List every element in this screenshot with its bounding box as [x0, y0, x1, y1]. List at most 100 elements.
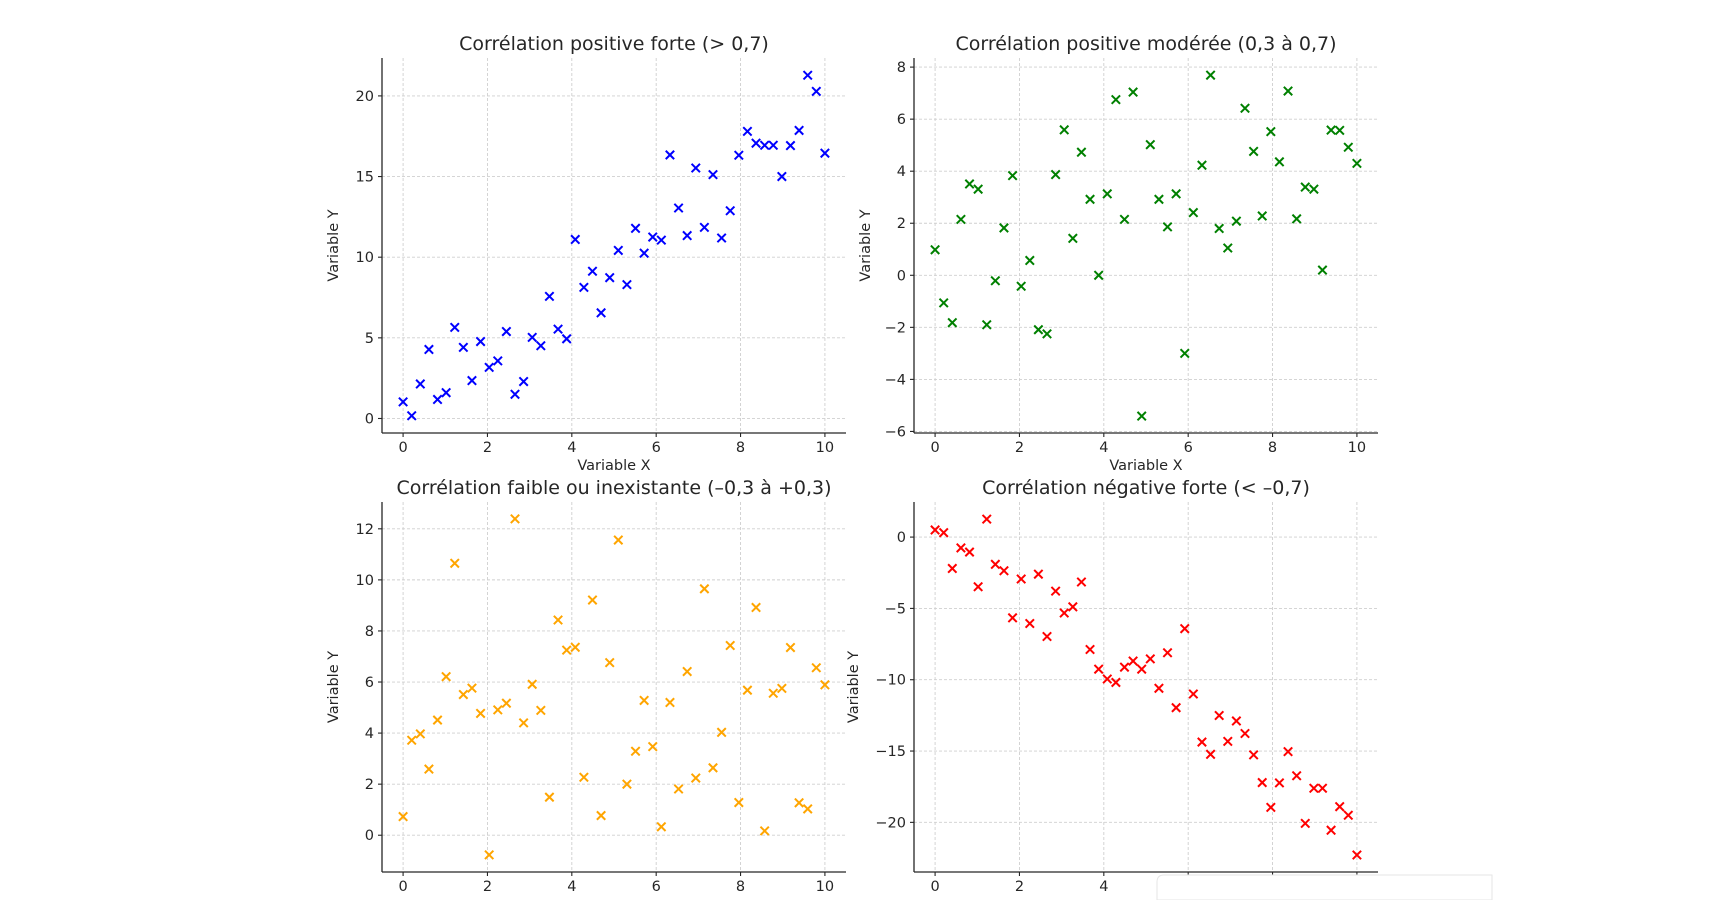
- data-point: [956, 543, 966, 553]
- data-point: [1222, 736, 1233, 747]
- y-tick-label: −10: [875, 673, 906, 689]
- data-point: [475, 708, 486, 719]
- data-point: [1145, 653, 1156, 664]
- data-point: [1110, 94, 1121, 105]
- data-point: [647, 232, 658, 242]
- subplot-2: 0 2 4 6 8 10 −6 −4 −2 0 2 4 6 8 Corrélation positive m…: [858, 33, 1378, 474]
- x-tick-label: 0: [398, 440, 407, 456]
- data-point: [1076, 577, 1087, 587]
- data-point: [527, 679, 538, 690]
- data-point: [1093, 270, 1104, 281]
- data-point: [673, 784, 684, 794]
- data-point: [1102, 674, 1113, 684]
- data-point: [406, 735, 417, 746]
- x-tick-label: 2: [1015, 440, 1024, 456]
- data-point: [492, 355, 503, 366]
- data-point: [938, 527, 949, 538]
- data-point: [1197, 160, 1207, 171]
- data-point: [1257, 211, 1268, 221]
- data-point: [1205, 749, 1216, 760]
- data-point: [776, 171, 787, 182]
- data-point: [1326, 825, 1336, 836]
- overlay-panel: [1156, 874, 1493, 900]
- data-point: [1136, 411, 1147, 421]
- data-point: [725, 205, 736, 216]
- data-point: [458, 342, 469, 353]
- data-point: [973, 184, 984, 195]
- data-point: [1067, 601, 1078, 612]
- data-point: [467, 375, 477, 386]
- data-point: [1085, 644, 1095, 655]
- data-point: [1171, 702, 1182, 713]
- y-tick-label: −2: [885, 320, 906, 336]
- data-point: [587, 266, 598, 277]
- data-point: [639, 248, 650, 259]
- data-point: [742, 126, 753, 137]
- data-point: [587, 595, 598, 605]
- y-tick-label: 20: [356, 89, 374, 105]
- data-point: [956, 214, 966, 225]
- data-point: [630, 746, 641, 757]
- data-point: [535, 340, 546, 351]
- data-point: [1265, 802, 1276, 813]
- data-point: [647, 741, 658, 752]
- data-point: [759, 140, 770, 151]
- data-point: [973, 581, 984, 592]
- data-point: [1317, 265, 1328, 275]
- x-tick-label: 0: [930, 879, 939, 895]
- data-point: [604, 272, 615, 283]
- data-point: [639, 695, 650, 706]
- x-tick-label: 8: [736, 879, 745, 895]
- data-point: [535, 705, 546, 716]
- data-point: [1050, 586, 1061, 597]
- data-point: [398, 811, 408, 822]
- data-point: [1205, 70, 1216, 81]
- data-point: [742, 685, 753, 696]
- data-point: [1059, 608, 1070, 618]
- data-point: [484, 849, 495, 860]
- data-point: [1007, 612, 1018, 623]
- data-point: [665, 150, 675, 160]
- y-axis-label: Variable Y: [858, 209, 874, 281]
- chart-title: Corrélation positive modérée (0,3 à 0,7): [955, 33, 1336, 55]
- y-tick-label: 15: [356, 170, 374, 186]
- x-tick-label: 8: [1268, 440, 1277, 456]
- data-point: [622, 279, 632, 290]
- data-point: [432, 394, 443, 405]
- x-tick-label: 2: [483, 440, 492, 456]
- data-point: [811, 86, 822, 97]
- subplot-4: 0 2 4 −20 −15 −10 −5 0 Corrélation négative fort…: [846, 477, 1378, 895]
- data-point: [561, 333, 572, 344]
- x-tick-label: 6: [1184, 440, 1193, 456]
- data-point: [1042, 328, 1052, 339]
- data-point: [424, 344, 434, 355]
- y-tick-label: 5: [365, 331, 374, 347]
- chart-title: Corrélation faible ou inexistante (–0,3 …: [396, 477, 831, 499]
- data-point: [947, 317, 958, 328]
- data-point: [1042, 631, 1052, 642]
- y-tick-label: 8: [365, 624, 374, 640]
- data-point: [1240, 103, 1250, 114]
- data-point: [1248, 146, 1259, 157]
- y-tick-label: 4: [897, 164, 906, 180]
- data-point: [441, 387, 452, 398]
- data-point: [820, 148, 830, 159]
- y-axis-label: Variable Y: [326, 651, 342, 723]
- data-point: [544, 291, 555, 302]
- data-point: [613, 245, 624, 256]
- data-point: [1119, 214, 1130, 225]
- data-point: [768, 688, 779, 699]
- data-point: [449, 322, 460, 333]
- data-point: [768, 140, 779, 151]
- data-point: [1343, 810, 1354, 821]
- data-point: [802, 804, 813, 814]
- data-point: [1024, 255, 1035, 266]
- data-point: [1265, 126, 1276, 137]
- data-point: [716, 727, 727, 738]
- data-point: [759, 825, 770, 836]
- data-point: [1274, 777, 1285, 788]
- data-point: [751, 602, 761, 613]
- x-tick-label: 4: [567, 440, 576, 456]
- data-point: [690, 773, 701, 783]
- data-point: [449, 558, 460, 569]
